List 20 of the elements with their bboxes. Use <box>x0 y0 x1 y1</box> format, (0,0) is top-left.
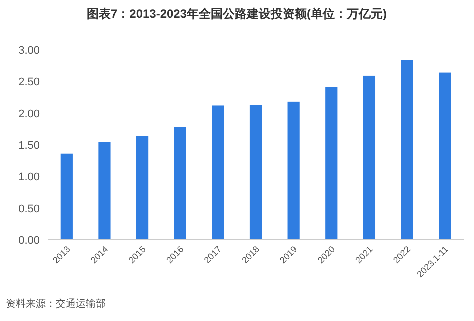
y-tick-label: 0.00 <box>18 235 40 247</box>
y-tick-label: 1.50 <box>18 140 40 152</box>
bar <box>439 72 452 240</box>
y-tick-label: 3.00 <box>18 45 40 57</box>
bar <box>326 87 338 240</box>
y-tick-label: 2.50 <box>18 76 40 89</box>
bar <box>363 76 376 240</box>
chart-title: 图表7：2013-2023年全国公路建设投资额(单位：万亿元) <box>86 7 388 21</box>
bar <box>250 105 262 240</box>
bar <box>98 142 111 240</box>
bar <box>60 154 73 240</box>
bar <box>212 106 224 240</box>
bar <box>174 127 186 240</box>
text: 资料来源：交通运输部 <box>6 298 106 310</box>
y-tick-label: 2.00 <box>18 108 40 120</box>
bar <box>401 60 414 240</box>
bar <box>288 102 300 240</box>
y-tick-label: 0.50 <box>18 203 40 216</box>
y-tick-label: 1.00 <box>18 172 40 184</box>
bar <box>136 136 149 240</box>
